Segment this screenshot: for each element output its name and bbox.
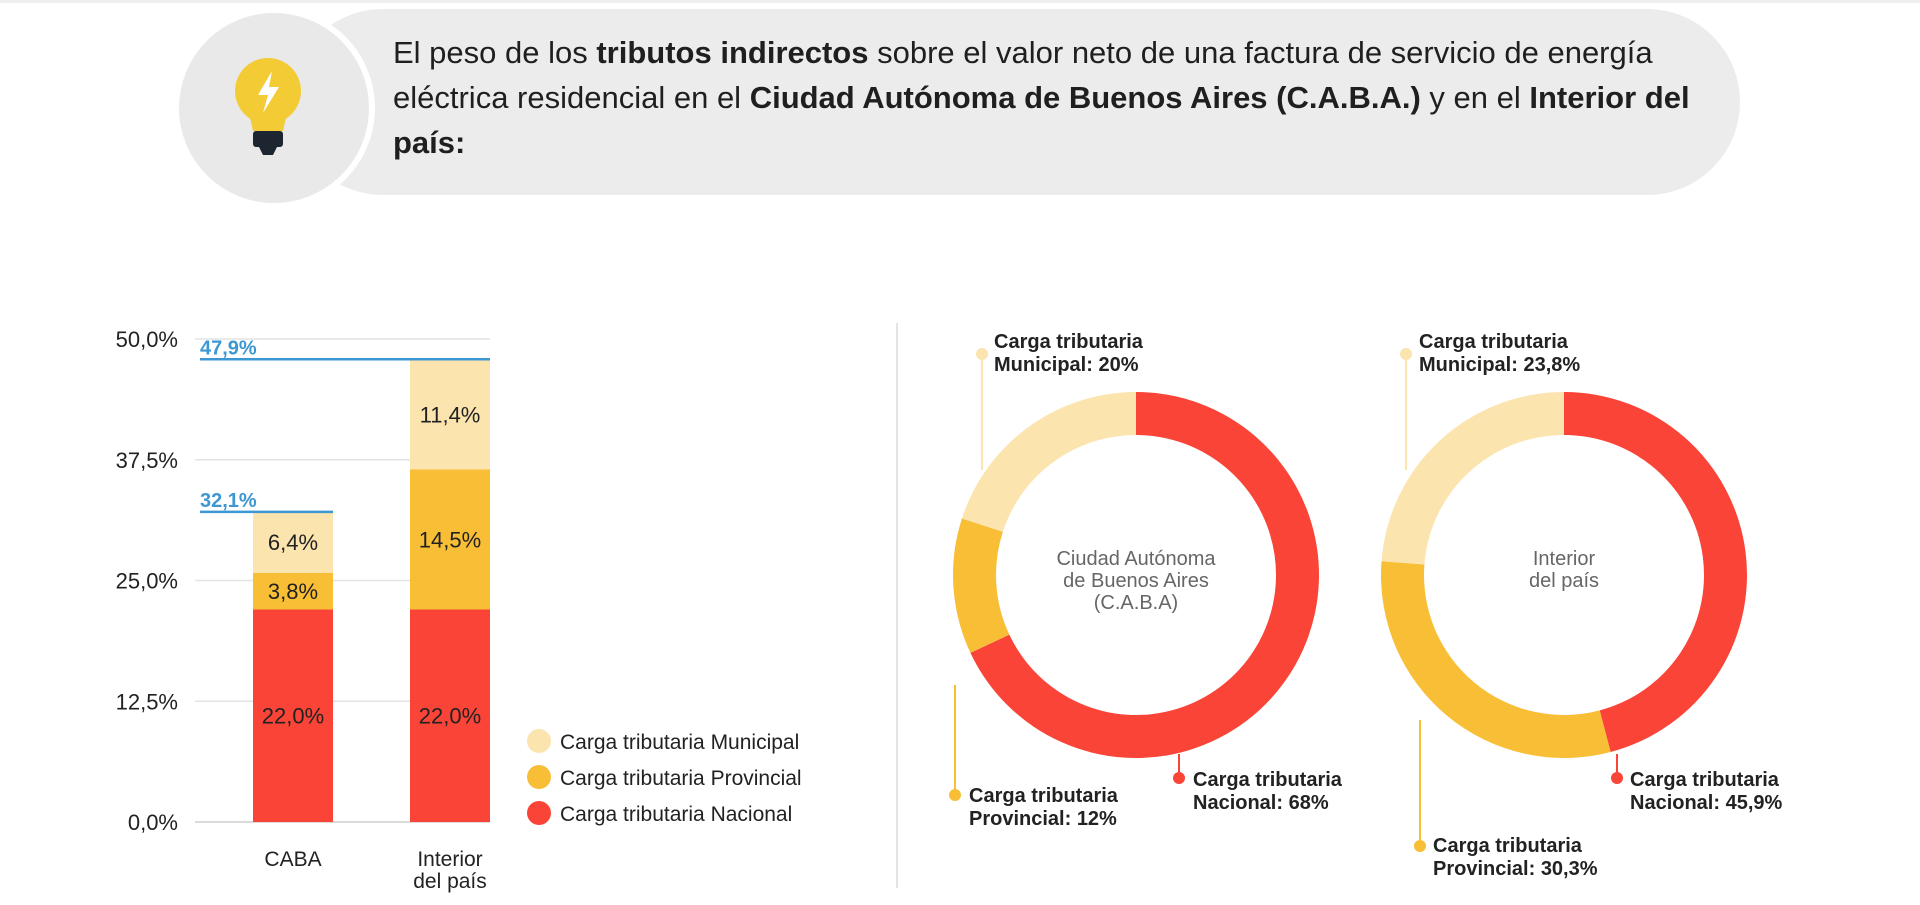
y-tick-label: 37,5% [116, 448, 178, 473]
y-tick-label: 0,0% [128, 810, 178, 835]
bar-segment [410, 469, 490, 610]
legend-marker [527, 729, 551, 753]
donut-slice [1381, 561, 1611, 758]
total-label: 32,1% [200, 490, 257, 512]
legend-label: Carga tributaria Municipal [560, 731, 799, 754]
header-title: El peso de los tributos indirectos sobre… [393, 30, 1703, 165]
legend-label: Carga tributaria Provincial [560, 767, 802, 790]
donut-slice [1564, 392, 1747, 752]
stacked-bar-chart: 0,0% 12,5% 25,0% 37,5% 50,0% 22,0% 3,8% 6,4% 32,… [116, 327, 802, 893]
callout-dot [976, 348, 988, 360]
callout-dot [1414, 840, 1426, 852]
y-tick-label: 12,5% [116, 689, 178, 714]
lightbulb-icon [235, 58, 301, 155]
header-title-part: Interior del país: [393, 80, 1690, 160]
total-label: 47,9% [200, 337, 257, 359]
y-tick-label: 50,0% [116, 327, 178, 352]
callout-dot [1611, 772, 1623, 784]
legend-marker [527, 801, 551, 825]
callout-dot [949, 789, 961, 801]
legend-marker [527, 765, 551, 789]
chart-divider [896, 323, 898, 888]
donut-slice-label: Carga tributaria Nacional: 68% [1193, 769, 1343, 814]
bar-value-label: 22,0% [419, 704, 481, 729]
callout-dot [1173, 772, 1185, 784]
donut-slice-label: Carga tributaria Nacional: 45,9% [1630, 769, 1783, 814]
header-banner [290, 9, 1740, 195]
bar-value-label: 14,5% [419, 527, 481, 552]
header-title-part: tributos indirectos [596, 35, 869, 70]
header-title-part: sobre el valor neto de una factura de se… [393, 35, 1653, 115]
donut-chart-interior: Interior del país Carga tributaria Nacional… [1381, 331, 1783, 880]
header-title-part: Ciudad Autónoma de Buenos Aires (C.A.B.A… [749, 80, 1421, 115]
bar-segment [253, 510, 333, 573]
bar-segment [253, 609, 333, 822]
top-border [0, 0, 1920, 3]
bar-segment [410, 609, 490, 822]
legend-label: Carga tributaria Nacional [560, 803, 792, 826]
bar-value-label: 3,8% [268, 579, 318, 604]
bar-value-label: 11,4% [420, 402, 481, 427]
donut-chart-caba: Ciudad Autónoma de Buenos Aires (C.A.B.A) C… [949, 331, 1343, 830]
donut-slice-label: Carga tributaria Municipal: 23,8% [1419, 331, 1580, 376]
bar-value-label: 22,0% [262, 704, 324, 729]
donut-center-label: Ciudad Autónoma de Buenos Aires (C.A.B.A) [1056, 548, 1216, 614]
callout-dot [1400, 348, 1412, 360]
x-tick-label: Interior del país [413, 848, 487, 893]
y-tick-label: 25,0% [116, 569, 178, 594]
donut-slice [953, 518, 1010, 653]
donut-center-label: Interior del país [1529, 548, 1599, 592]
donut-slice-label: Carga tributaria Provincial: 12% [969, 785, 1119, 830]
icon-badge [173, 7, 375, 209]
header-title-part: y en el [1420, 80, 1530, 115]
x-tick-label: CABA [264, 848, 321, 871]
bar-segment [253, 572, 333, 610]
donut-slice [1381, 392, 1564, 565]
donut-slice-label: Carga tributaria Municipal: 20% [994, 331, 1144, 376]
donut-slice-label: Carga tributaria Provincial: 30,3% [1433, 835, 1598, 880]
bar-segment [410, 359, 490, 470]
donut-slice [961, 392, 1136, 532]
bar-value-label: 6,4% [268, 530, 318, 555]
header-title-part: El peso de los [393, 35, 597, 70]
